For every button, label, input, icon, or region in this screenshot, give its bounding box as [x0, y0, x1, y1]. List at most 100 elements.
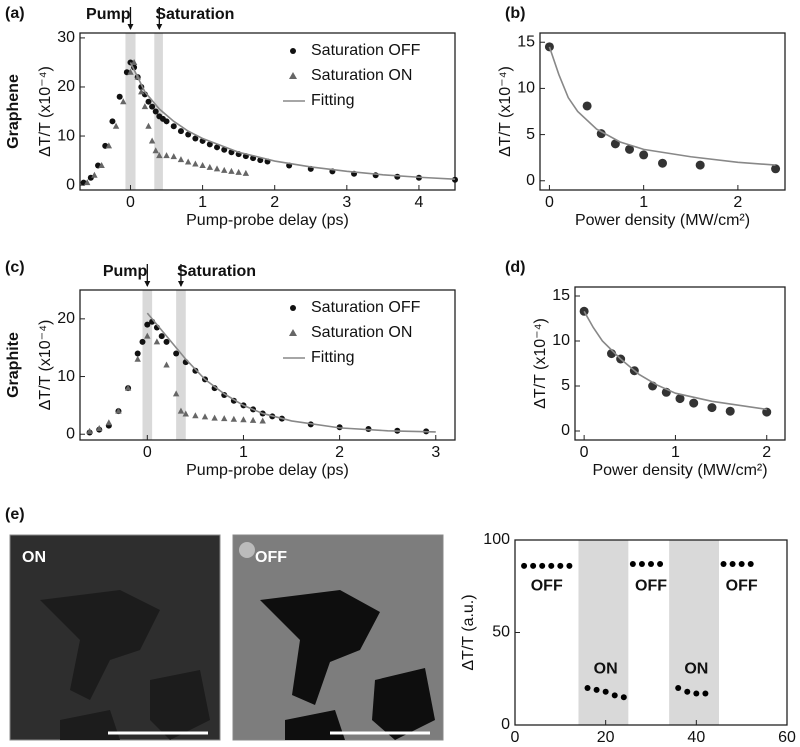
x-tick-label: 2 — [270, 194, 279, 211]
x-tick-label: 1 — [639, 194, 648, 211]
x-axis-label: Pump-probe delay (ps) — [186, 462, 349, 479]
x-tick-label: 2 — [733, 194, 742, 211]
point — [152, 108, 159, 115]
x-axis-label: Power density (MW/cm²) — [592, 462, 767, 479]
point — [707, 403, 717, 413]
point — [693, 690, 700, 697]
x-tick-label: 0 — [143, 444, 152, 461]
point — [109, 118, 116, 125]
point — [192, 367, 199, 374]
annotation: ON — [594, 661, 618, 678]
plot-frame — [79, 289, 456, 441]
point — [695, 160, 705, 170]
point — [211, 385, 218, 392]
point — [98, 161, 105, 168]
fit-line — [129, 62, 456, 181]
point — [120, 98, 127, 105]
panel: (c) 0 1 2 3 0 10 20 Pump-probe delay (ps) ΔT/T (x… — [5, 259, 456, 479]
point — [105, 142, 113, 149]
side-label: Graphite — [5, 332, 22, 398]
x-tick-label: 3 — [431, 444, 440, 461]
point — [170, 123, 177, 130]
y-tick-label: 5 — [526, 126, 535, 143]
point — [163, 152, 170, 159]
point — [657, 561, 664, 568]
panel-label: (a) — [5, 5, 25, 22]
point — [112, 122, 120, 129]
legend-label: Saturation ON — [311, 67, 412, 84]
y-axis-label: ΔT/T (x10⁻⁴) — [532, 318, 549, 409]
point — [593, 686, 600, 693]
point — [240, 416, 247, 423]
point — [96, 424, 103, 431]
y-axis-label: ΔT/T (a.u.) — [460, 594, 477, 670]
shaded-region — [669, 540, 719, 725]
point — [602, 688, 609, 695]
panel-label: (c) — [5, 259, 25, 276]
y-tick-label: 0 — [66, 176, 75, 193]
point — [610, 139, 620, 149]
point — [163, 118, 170, 125]
point — [747, 561, 754, 568]
point — [638, 561, 645, 568]
point — [177, 156, 185, 163]
y-tick-label: 0 — [526, 172, 535, 189]
point — [629, 561, 636, 568]
point — [530, 562, 537, 569]
panel-label: (e) — [5, 506, 25, 523]
panel-label: (b) — [505, 5, 525, 22]
point — [177, 407, 185, 414]
point — [144, 321, 151, 328]
annotation: Pump — [86, 6, 131, 23]
point — [170, 153, 177, 160]
fit-line — [548, 46, 776, 166]
point — [201, 413, 209, 420]
point — [221, 146, 228, 153]
x-tick-label: 1 — [671, 444, 680, 461]
point — [173, 350, 180, 357]
point — [689, 398, 699, 408]
point — [729, 561, 736, 568]
arrow-head — [127, 24, 134, 30]
y-tick-label: 5 — [561, 377, 570, 394]
point — [163, 361, 170, 368]
point — [124, 384, 132, 391]
point — [141, 103, 149, 110]
point — [648, 561, 654, 568]
panel: (b) 0 1 2 0 5 10 15 Power density (MW/cm²) ΔT/T (… — [497, 5, 786, 229]
point — [702, 690, 709, 697]
side-label: Graphene — [5, 74, 22, 149]
point — [620, 694, 627, 701]
x-tick-label: 1 — [198, 194, 207, 211]
y-tick-label: 10 — [552, 332, 570, 349]
point — [548, 562, 555, 569]
y-tick-label: 0 — [501, 716, 510, 733]
image-off: OFF — [232, 534, 444, 741]
point — [639, 150, 649, 160]
image-label: ON — [22, 549, 46, 566]
point — [105, 419, 113, 426]
point — [230, 415, 238, 422]
panel: (d) 0 1 2 0 5 10 15 Power density (MW/cm²) ΔT/T (… — [505, 259, 786, 479]
annotation: OFF — [531, 577, 563, 594]
point — [91, 171, 98, 178]
y-tick-label: 0 — [66, 425, 75, 442]
plot-frame — [574, 286, 786, 441]
point — [184, 158, 192, 165]
x-axis-label: Power density (MW/cm²) — [575, 212, 750, 229]
point — [211, 414, 218, 421]
legend-label: Saturation ON — [311, 324, 412, 341]
arrow-head — [156, 24, 163, 30]
point — [720, 561, 727, 568]
panel: (a) 0 1 2 3 4 0 10 20 30 Pump-probe delay (ps) ΔT/T… — [5, 5, 458, 229]
point — [452, 176, 458, 183]
point — [557, 562, 564, 569]
point — [192, 160, 199, 167]
shaded-region — [125, 33, 136, 190]
point — [658, 158, 667, 168]
x-tick-label: 40 — [687, 729, 705, 746]
point — [228, 167, 235, 174]
point — [134, 350, 141, 357]
point — [771, 164, 781, 174]
point — [84, 179, 91, 186]
